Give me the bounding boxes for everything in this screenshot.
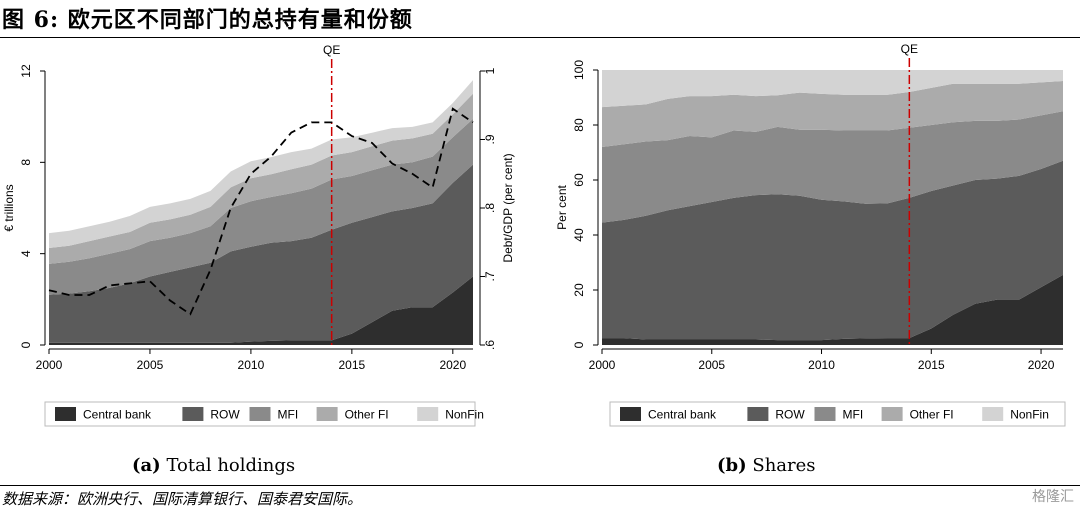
chart-shares: 0 20 40 60 80 100 Per cent 2000 2005 2010 2015 2020… xyxy=(555,42,1066,427)
source-divider xyxy=(0,485,1080,486)
caption-shares: (b) Shares xyxy=(717,455,816,476)
area-other-fi xyxy=(49,93,473,264)
y-tick-label: 20 xyxy=(572,283,586,297)
x-tick-label: 2010 xyxy=(238,358,265,372)
caption-text: Total holdings xyxy=(166,455,296,476)
x-tick-label: 2000 xyxy=(589,358,616,372)
x-tick-label: 2010 xyxy=(808,358,835,372)
y-tick-label: 4 xyxy=(19,250,33,257)
legend-box xyxy=(44,401,476,427)
figure-title: 图 6: 欧元区不同部门的总持有量和份额 xyxy=(2,7,413,33)
area-nonfin xyxy=(49,80,473,248)
area-mfi xyxy=(602,111,1063,223)
y-tick-label: 60 xyxy=(572,173,586,187)
area-row xyxy=(602,160,1063,341)
caption-label: (a) xyxy=(132,455,161,476)
area-central-bank xyxy=(602,274,1063,345)
legend-label: Central bank xyxy=(83,408,152,422)
caption-total-holdings: (a) Total holdings xyxy=(132,455,295,476)
legend-swatch xyxy=(316,407,338,421)
legend-label: NonFin xyxy=(445,408,484,422)
y-tick-label: 0 xyxy=(19,341,33,348)
y-tick-label: 0 xyxy=(572,341,586,348)
y-axis-label: € trillions xyxy=(2,184,16,231)
legend-label: Other FI xyxy=(345,408,389,422)
legend-swatch xyxy=(747,407,769,421)
legend-swatch xyxy=(881,407,903,421)
caption-label: (b) xyxy=(717,455,747,476)
legend-swatch xyxy=(55,407,76,421)
y-tick-label: 8 xyxy=(19,159,33,166)
area-central-bank xyxy=(49,276,473,345)
area-other-fi xyxy=(602,81,1063,147)
x-tick-label: 2015 xyxy=(918,358,945,372)
chart-panel-total-holdings: 0 4 8 12 € trillions 2000 2005 2010 2015 2020 QE .6… xyxy=(0,40,530,440)
x-tick-label: 2005 xyxy=(698,358,725,372)
title-divider xyxy=(0,37,1080,38)
x-tick-label: 2020 xyxy=(1028,358,1055,372)
y2-tick-label: 1 xyxy=(483,67,497,74)
legend-label: MFI xyxy=(278,408,299,422)
x-tick-label: 2005 xyxy=(137,358,164,372)
y-tick-label: 100 xyxy=(572,60,586,80)
qe-label: QE xyxy=(323,43,340,57)
x-tick-label: 2000 xyxy=(36,358,63,372)
source-note: 数据来源：欧洲央行、国际清算银行、国泰君安国际。 xyxy=(2,490,363,508)
y-axis-label: Per cent xyxy=(555,184,569,229)
y2-axis-label: Debt/GDP (per cent) xyxy=(501,153,515,262)
chart-total-holdings: 0 4 8 12 € trillions 2000 2005 2010 2015 2020 QE .6… xyxy=(2,43,515,427)
legend-swatch xyxy=(249,407,271,421)
legend-label: ROW xyxy=(210,408,240,422)
x-tick-label: 2020 xyxy=(439,358,466,372)
legend-swatch xyxy=(982,407,1004,421)
area-mfi xyxy=(49,118,473,295)
area-row xyxy=(49,164,473,343)
legend-swatch xyxy=(182,407,204,421)
legend-swatch xyxy=(417,407,439,421)
legend-label: MFI xyxy=(843,408,864,422)
y2-tick-label: .6 xyxy=(483,340,497,350)
chart-panel-shares: 0 20 40 60 80 100 Per cent 2000 2005 2010 2015 2020… xyxy=(545,40,1080,440)
watermark-logo: 格隆汇 xyxy=(1032,489,1074,505)
legend-label: ROW xyxy=(775,408,805,422)
y-tick-label: 40 xyxy=(572,228,586,242)
legend-swatch xyxy=(814,407,836,421)
legend-label: Other FI xyxy=(910,408,954,422)
caption-text: Shares xyxy=(752,455,816,476)
y-tick-label: 80 xyxy=(572,118,586,132)
area-nonfin xyxy=(602,70,1063,108)
qe-label: QE xyxy=(901,42,918,56)
legend-label: Central bank xyxy=(648,408,717,422)
debt-gdp-line xyxy=(48,107,474,316)
y2-tick-label: .7 xyxy=(483,271,497,281)
legend-label: NonFin xyxy=(1010,408,1049,422)
x-tick-label: 2015 xyxy=(339,358,366,372)
y2-tick-label: .9 xyxy=(483,134,497,144)
y-tick-label: 12 xyxy=(19,64,33,78)
legend-swatch xyxy=(620,407,641,421)
y2-tick-label: .8 xyxy=(483,203,497,213)
